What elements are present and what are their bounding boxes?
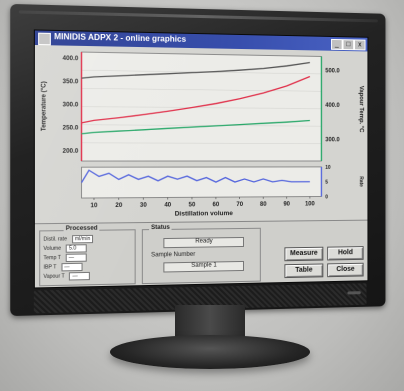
processed-row: Distil. rate ml/min xyxy=(43,235,93,244)
y-left-tick-label: 200.0 xyxy=(63,148,79,155)
y-rate-tick-label: 5 xyxy=(325,180,328,186)
processed-row-value: — xyxy=(61,263,82,272)
x-tick-label: 50 xyxy=(189,201,196,208)
rate-plot-background xyxy=(82,167,322,198)
y-right-axis-label: Vapour Temp. °C xyxy=(358,86,365,133)
y-rate-tick-label: 10 xyxy=(325,165,331,171)
y-left-tick-label: 350.0 xyxy=(63,78,79,85)
processed-row-label: Distil. rate xyxy=(43,236,67,243)
bezel-highlight xyxy=(19,10,378,22)
y-rate-axis-label: Rate xyxy=(358,176,364,187)
control-panel: Processed Distil. rate ml/min Volume 5.0… xyxy=(35,220,368,289)
y-right-tick-label: 500.0 xyxy=(325,67,340,74)
processed-row: Temp T — xyxy=(43,253,86,262)
y-rate-tick-label: 0 xyxy=(325,195,328,201)
processed-row: Vapour T — xyxy=(43,272,90,281)
processed-group: Processed Distil. rate ml/min Volume 5.0… xyxy=(39,229,135,286)
maximize-button[interactable]: □ xyxy=(343,39,354,50)
processed-row-label: Volume xyxy=(43,246,61,252)
table-button[interactable]: Table xyxy=(284,263,323,278)
status-state: Ready xyxy=(163,237,244,248)
processed-title: Processed xyxy=(64,226,100,233)
processed-row-label: Temp T xyxy=(43,255,61,261)
processed-row: IBP T — xyxy=(43,263,82,272)
minimize-button[interactable]: _ xyxy=(331,39,343,50)
x-tick-label: 10 xyxy=(90,202,98,209)
app-icon[interactable] xyxy=(38,33,51,46)
x-tick-label: 60 xyxy=(213,201,220,208)
monitor: MINIDIS ADPX 2 - online graphics _ □ x 2… xyxy=(10,4,385,316)
sample-number-value: Sample 1 xyxy=(163,261,244,273)
y-left-axis-label: Temperature (°C) xyxy=(40,81,47,131)
chart-area: 200.0 250.0 300.0 350.0 400.0 300.0 400.0 500.0… xyxy=(35,45,368,223)
x-tick-label: 80 xyxy=(260,201,267,208)
y-right-tick-label: 400.0 xyxy=(325,102,340,109)
processed-row-label: Vapour T xyxy=(43,273,64,280)
status-group: Status Ready Sample Number Sample 1 xyxy=(142,228,261,284)
close-button[interactable]: Close xyxy=(327,263,363,277)
measure-button[interactable]: Measure xyxy=(284,247,323,261)
x-tick-label: 40 xyxy=(164,202,171,209)
processed-row-label: IBP T xyxy=(43,264,56,270)
processed-row: Volume 5.0 xyxy=(43,244,86,253)
x-tick-label: 70 xyxy=(236,201,243,208)
processed-row-value: — xyxy=(69,272,90,281)
x-axis-label: Distillation volume xyxy=(175,210,234,217)
x-tick-label: 20 xyxy=(115,202,123,209)
y-left-tick-label: 250.0 xyxy=(63,125,79,132)
processed-row-value: — xyxy=(66,253,87,262)
distillation-chart: 200.0 250.0 300.0 350.0 400.0 300.0 400.0 500.0… xyxy=(35,45,368,223)
monitor-base xyxy=(110,335,310,369)
processed-row-value: ml/min xyxy=(72,235,94,244)
power-indicator xyxy=(347,291,360,294)
screen: MINIDIS ADPX 2 - online graphics _ □ x 2… xyxy=(34,29,369,288)
close-window-button[interactable]: x xyxy=(354,39,365,50)
processed-row-value: 5.0 xyxy=(66,244,87,253)
x-tick-label: 90 xyxy=(283,201,290,208)
status-title: Status xyxy=(149,225,172,231)
sample-number-label: Sample Number xyxy=(151,252,195,259)
x-tick-label: 30 xyxy=(140,202,147,209)
y-right-tick-label: 300.0 xyxy=(325,136,340,143)
hold-button[interactable]: Hold xyxy=(327,246,363,260)
y-left-tick-label: 400.0 xyxy=(63,55,79,62)
y-left-tick-label: 300.0 xyxy=(63,101,79,108)
x-tick-label: 100 xyxy=(305,201,315,208)
window-title: MINIDIS ADPX 2 - online graphics xyxy=(54,32,186,44)
